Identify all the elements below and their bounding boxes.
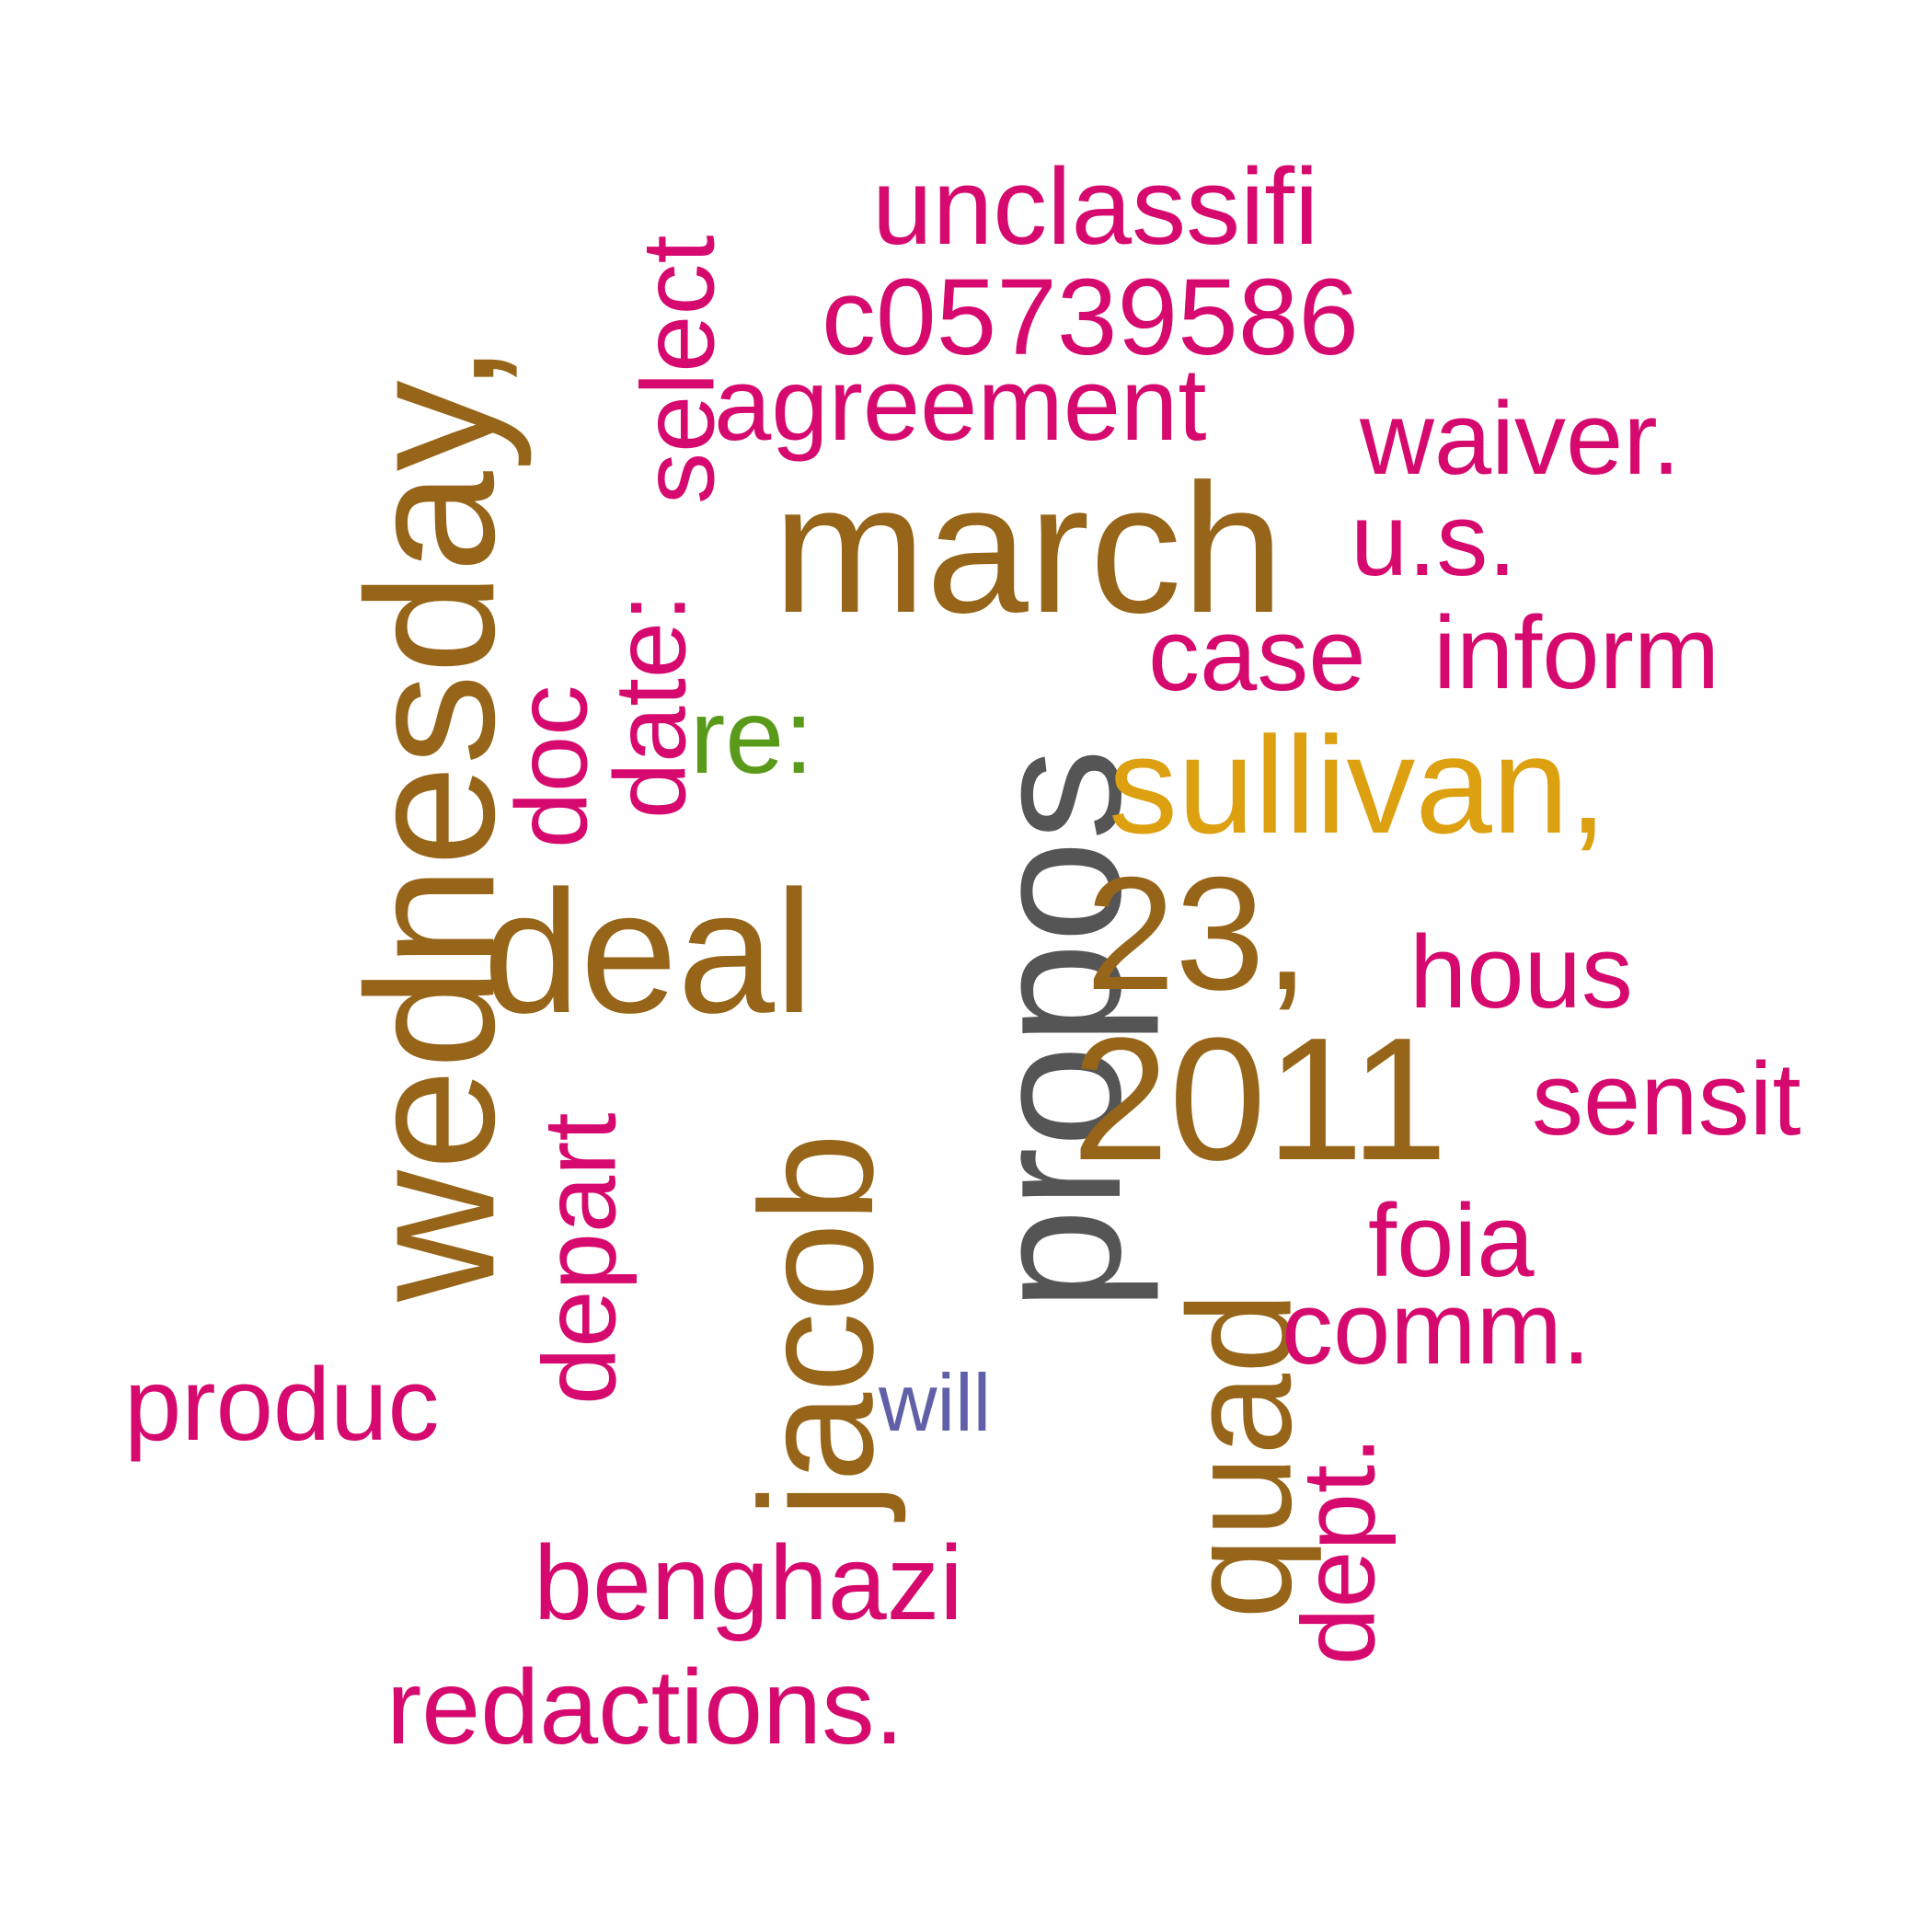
word-march: march [773,446,1284,651]
word-date: date: [594,593,707,819]
word-depart: depart [522,1112,637,1405]
word-re: re: [690,678,813,796]
word-c05739586: c05739586 [822,257,1359,378]
word-hous: hous [1409,914,1633,1029]
word-case: case [1148,597,1366,712]
word-jacob: jacob [728,1133,907,1523]
word-propos: propos [954,748,1159,1311]
word-wednesday: wednesday, [328,343,532,1303]
word-select: select [620,235,735,504]
word-23: 23, [1086,845,1309,1024]
word-unclassifi: unclassifi [872,146,1318,268]
word-foia: foia [1368,1183,1535,1298]
word-waiver: waiver. [1359,381,1681,496]
word-dept: dept. [1281,1436,1396,1665]
word-doc: doc [496,685,609,848]
word-sensit: sensit [1532,1041,1801,1156]
word-benghazi: benghazi [534,1524,963,1642]
word-produc: produc [124,1347,439,1462]
word-comm: comm. [1282,1271,1591,1386]
word-inform: inform [1433,595,1719,710]
word-will: will [878,1357,991,1448]
word-redactions: redactions. [386,1649,904,1766]
word-quad: quad [1157,1292,1322,1619]
word-sullivan: sullivan, [1109,707,1607,862]
word-us: u.s. [1351,482,1517,597]
word-2011: 2011 [1072,1002,1448,1197]
word-deal: deal [483,855,813,1050]
word-agreement: agreement [714,347,1206,462]
